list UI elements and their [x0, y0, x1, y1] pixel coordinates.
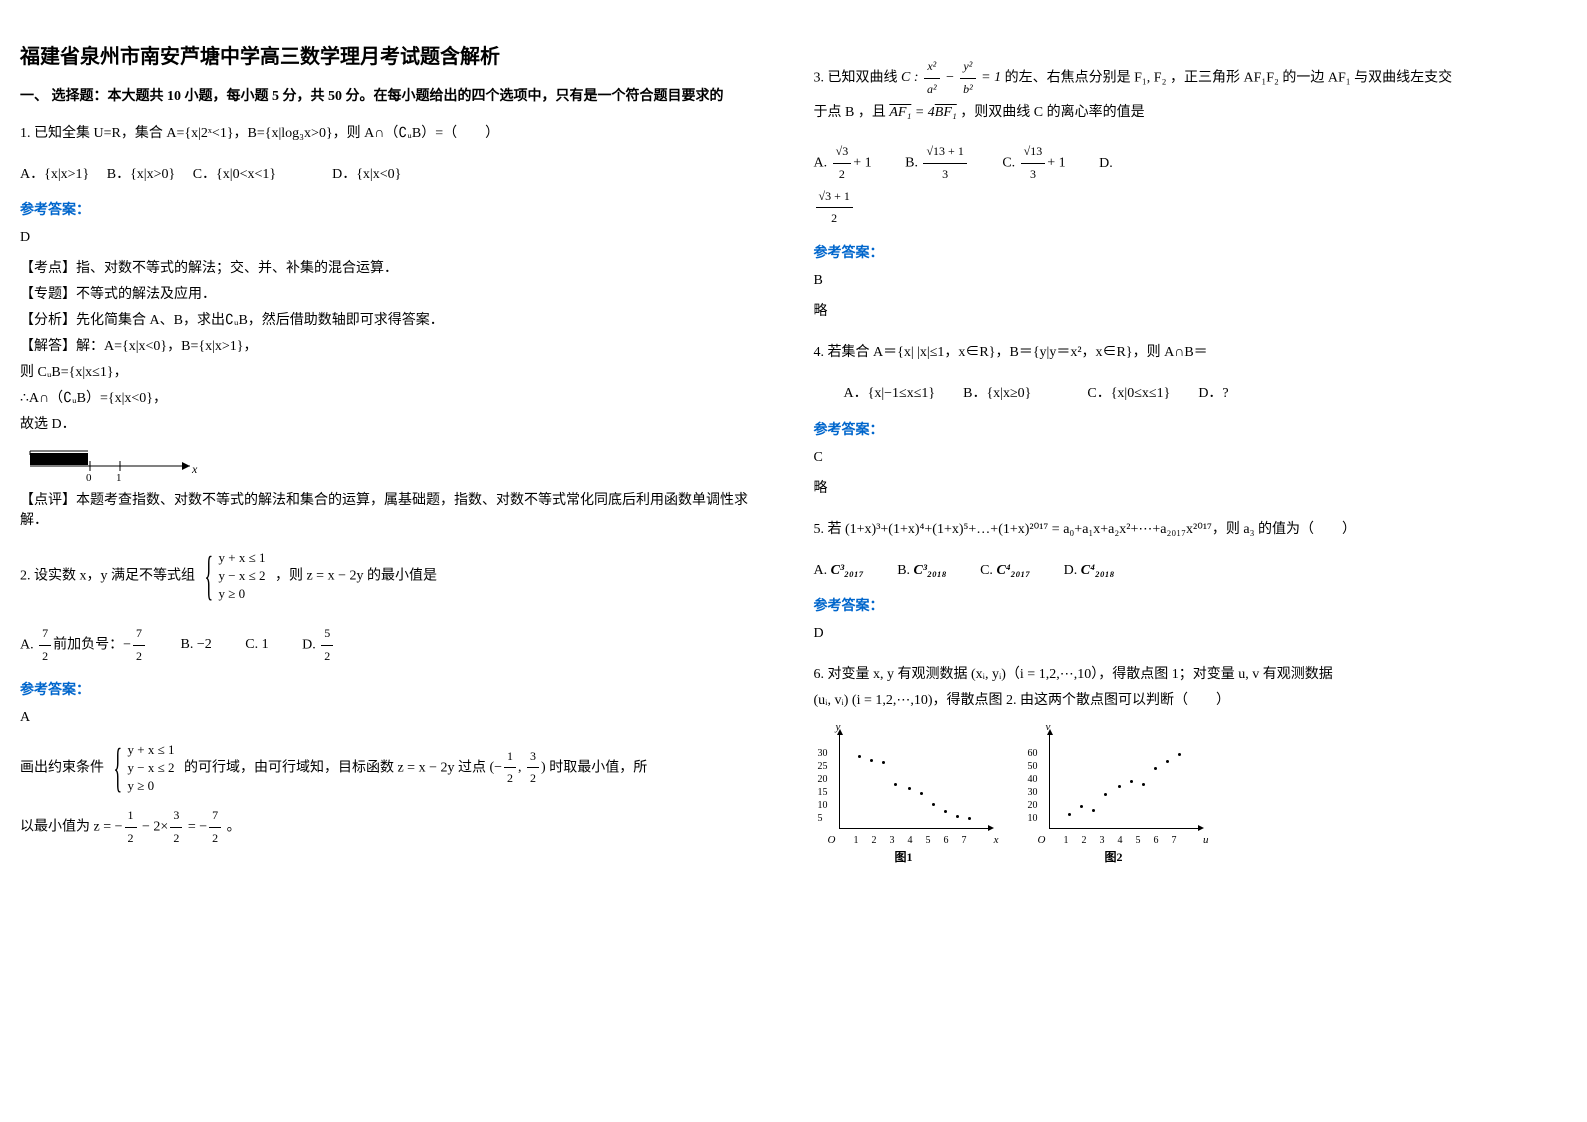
question-1: 1. 已知全集 U=R，集合 A={x|2ˣ<1}，B={x|log₃x>0}，… [20, 121, 774, 146]
q3-answer: B [814, 268, 1568, 293]
q1-method: 【分析】先化简集合 A、B，求出∁ᵤB，然后借助数轴即可求得答案． [20, 309, 774, 329]
answer-label-4: 参考答案： [814, 419, 1568, 439]
question-2: 2. 设实数 x，y 满足不等式组 y + x ≤ 1 y − x ≤ 2 y … [20, 545, 774, 608]
q2-suffix: ，则 z = x − 2y 的最小值是 [275, 568, 437, 583]
q2-options: A. 72前加负号：−72 B. −2 C. 1 D. 52 [20, 623, 774, 667]
q1-comment: 【点评】本题考查指数、对数不等式的解法和集合的运算，属基础题，指数、对数不等式常… [20, 489, 774, 529]
answer-label-2: 参考答案： [20, 679, 774, 699]
q1-point: 【考点】指、对数不等式的解法；交、并、补集的混合运算． [20, 257, 774, 277]
document-title: 福建省泉州市南安芦塘中学高三数学理月考试题含解析 [20, 40, 774, 69]
q2-system: y + x ≤ 1 y − x ≤ 2 y ≥ 0 [205, 549, 266, 604]
q1-sol-l2: 则 CᵤB={x|x≤1}， [20, 361, 774, 381]
answer-label-5: 参考答案： [814, 595, 1568, 615]
svg-text:1: 1 [116, 472, 122, 481]
svg-text:x: x [191, 462, 198, 476]
q1-topic: 【专题】不等式的解法及应用． [20, 283, 774, 303]
q1-options: A．{x|x>1} B．{x|x>0} C．{x|0<x<1} D．{x|x<0… [20, 162, 774, 187]
q1-answer: D [20, 225, 774, 250]
q1-sol-l4: 故选 D． [20, 413, 774, 433]
q4-note: 略 [814, 476, 1568, 501]
q2-final: 以最小值为 z = −12 − 2×32 = −72 。 [20, 805, 774, 849]
q5-answer: D [814, 621, 1568, 646]
q5-options: A. C³₂₀₁₇ B. C³₂₀₁₈ C. C⁴₂₀₁₇ D. C⁴₂₀₁₈ [814, 558, 1568, 583]
right-column: 3. 已知双曲线 C : x²a² − y²b² = 1 的左、右焦点分别是 F… [814, 40, 1568, 859]
scatter-plots-container: O y x 图1 510152025301234567 O v u 图2 102… [814, 729, 1568, 849]
question-3: 3. 已知双曲线 C : x²a² − y²b² = 1 的左、右焦点分别是 F… [814, 56, 1568, 125]
answer-label-3: 参考答案： [814, 242, 1568, 262]
q1-text: 1. 已知全集 U=R，集合 A={x|2ˣ<1}，B={x|log₃x>0}，… [20, 121, 774, 146]
q1-sol-l3: ∴A∩（∁ᵤB）={x|x<0}， [20, 387, 774, 407]
answer-label: 参考答案： [20, 199, 774, 219]
svg-text:0: 0 [86, 472, 92, 481]
q2-answer: A [20, 705, 774, 730]
q3-note: 略 [814, 299, 1568, 324]
q2-prefix: 2. 设实数 x，y 满足不等式组 [20, 568, 195, 583]
q4-options: A．{x|−1≤x≤1} B．{x|x≥0} C．{x|0≤x≤1} D．? [814, 381, 1568, 406]
question-4: 4. 若集合 A＝{x| |x|≤1，x∈R}，B＝{y|y＝x²，x∈R}，则… [814, 340, 1568, 365]
q4-answer: C [814, 445, 1568, 470]
question-5: 5. 若 (1+x)³+(1+x)⁴+(1+x)⁵+…+(1+x)²⁰¹⁷ = … [814, 517, 1568, 542]
section-title: 一、 选择题：本大题共 10 小题，每小题 5 分，共 50 分。在每小题给出的… [20, 85, 774, 105]
left-column: 福建省泉州市南安芦塘中学高三数学理月考试题含解析 一、 选择题：本大题共 10 … [20, 40, 774, 859]
scatter-plot-2: O v u 图2 1020304050601234567 [1024, 729, 1204, 849]
number-line-diagram: 0 1 x [20, 441, 200, 481]
q3-options: A. √32+ 1 B. √13 + 13 C. √133+ 1 D. √3 +… [814, 141, 1568, 229]
question-6: 6. 对变量 x, y 有观测数据 (xᵢ, yᵢ)（i = 1,2,⋯,10）… [814, 662, 1568, 712]
scatter-plot-1: O y x 图1 510152025301234567 [814, 729, 994, 849]
q2-solution: 画出约束条件 y + x ≤ 1 y − x ≤ 2 y ≥ 0 的可行域，由可… [20, 737, 774, 800]
q1-sol-l1: 【解答】解：A={x|x<0}，B={x|x>1}， [20, 335, 774, 355]
